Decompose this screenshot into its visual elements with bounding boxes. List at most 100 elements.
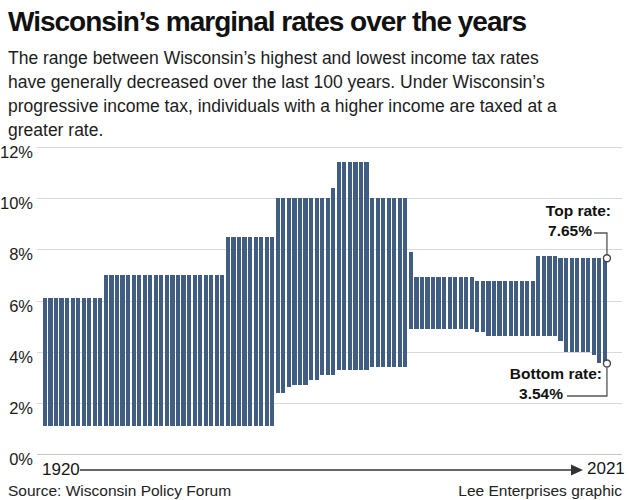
range-bar <box>104 275 108 426</box>
y-tick-label: 8% <box>0 246 33 262</box>
range-bar <box>170 275 174 426</box>
range-bar <box>43 298 47 426</box>
range-bar <box>481 281 485 332</box>
range-bar <box>503 281 507 336</box>
range-bar <box>448 277 452 329</box>
range-bar <box>414 277 418 329</box>
range-bar <box>547 256 551 337</box>
range-bar <box>65 298 69 426</box>
range-bar <box>248 237 252 426</box>
y-tick-label: 0% <box>0 451 33 467</box>
range-bar <box>370 198 374 367</box>
range-bar <box>143 275 147 426</box>
range-bar <box>204 275 208 426</box>
range-bar <box>159 275 163 426</box>
range-bar <box>176 275 180 426</box>
range-bar <box>570 258 574 351</box>
x-axis-start-label: 1920 <box>42 460 80 480</box>
y-tick-label: 10% <box>0 195 33 211</box>
range-bar <box>392 198 396 367</box>
range-bar <box>520 281 524 336</box>
top-rate-annotation: Top rate: 7.65% <box>546 201 611 240</box>
range-bar <box>420 277 424 329</box>
range-bar <box>148 275 152 426</box>
range-bar <box>514 281 518 336</box>
range-bar <box>475 281 479 332</box>
arrow-right-icon <box>571 465 583 476</box>
range-bar <box>342 162 346 369</box>
range-bar <box>403 198 407 367</box>
range-bar <box>331 188 335 375</box>
range-bar <box>237 237 241 426</box>
range-bar <box>564 258 568 351</box>
range-bar <box>453 277 457 329</box>
range-bar <box>137 275 141 426</box>
range-bar <box>242 237 246 426</box>
range-bar <box>109 275 113 426</box>
range-bar <box>82 298 86 426</box>
range-bar <box>431 277 435 329</box>
range-bar <box>59 298 63 426</box>
range-bar <box>525 281 529 336</box>
range-bar <box>303 198 307 385</box>
range-bar <box>93 298 97 426</box>
range-bar <box>409 252 413 329</box>
range-bar <box>359 162 363 369</box>
top-rate-value: 7.65% <box>546 221 611 241</box>
range-bar <box>581 258 585 351</box>
gridline-0 <box>37 454 622 455</box>
bottom-rate-label: Bottom rate: <box>510 365 602 382</box>
range-bar <box>287 198 291 387</box>
range-bar <box>281 198 285 392</box>
range-bar <box>298 198 302 385</box>
range-bar <box>254 237 258 426</box>
range-bar <box>120 275 124 426</box>
range-bar <box>270 237 274 426</box>
range-bar <box>558 258 562 341</box>
range-bar <box>531 281 535 336</box>
range-bar <box>315 198 319 380</box>
range-bar <box>48 298 52 426</box>
range-bar <box>592 258 596 355</box>
range-bar <box>353 162 357 369</box>
range-bar <box>209 275 213 426</box>
range-bar <box>597 258 601 363</box>
range-bar <box>364 162 368 369</box>
range-bar <box>193 275 197 426</box>
range-bar <box>497 281 501 336</box>
range-bar <box>398 198 402 367</box>
bottom-rate-annotation: Bottom rate: 3.54% <box>510 364 602 403</box>
y-tick-label: 2% <box>0 400 33 416</box>
range-bar <box>603 258 607 363</box>
range-bar <box>536 256 540 337</box>
range-bar <box>115 275 119 426</box>
x-axis-end-label: 2021 <box>587 459 625 479</box>
range-bar <box>464 277 468 329</box>
range-bar <box>442 277 446 329</box>
range-bar <box>87 298 91 426</box>
range-bar <box>509 281 513 336</box>
x-axis-arrow <box>80 465 583 476</box>
range-bar <box>265 237 269 426</box>
range-bar <box>320 198 324 375</box>
range-bar <box>132 275 136 426</box>
range-bar <box>348 162 352 369</box>
range-bar <box>459 277 463 329</box>
range-bar <box>542 256 546 337</box>
range-bar <box>492 281 496 336</box>
graphic-credit: Lee Enterprises graphic <box>458 482 622 500</box>
range-bar <box>126 275 130 426</box>
top-rate-label: Top rate: <box>546 202 611 219</box>
y-tick-label: 12% <box>0 144 33 160</box>
range-bar <box>387 198 391 367</box>
range-bar <box>165 275 169 426</box>
range-bar <box>76 298 80 426</box>
bottom-rate-value: 3.54% <box>510 384 602 404</box>
range-bar <box>226 237 230 426</box>
range-bar <box>381 198 385 367</box>
range-bar-chart: 0% 2% 4% 6% 8% 10% 12% Top rate: 7.65% Bottom … <box>0 0 629 500</box>
y-tick-label: 4% <box>0 349 33 365</box>
y-tick-label: 6% <box>0 298 33 314</box>
range-bar <box>553 256 557 337</box>
range-bar <box>54 298 58 426</box>
